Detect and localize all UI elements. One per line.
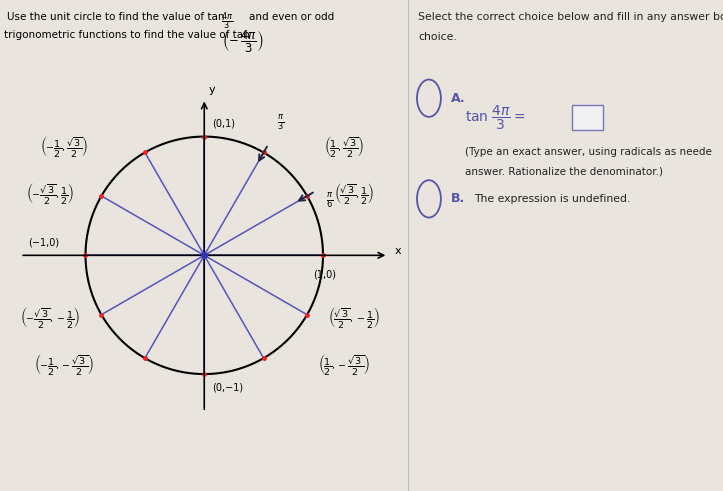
Text: (−1,0): (−1,0) [28,237,59,247]
Text: answer. Rationalize the denominator.): answer. Rationalize the denominator.) [465,167,663,177]
Text: $\left(\dfrac{1}{2},-\dfrac{\sqrt{3}}{2}\right)$: $\left(\dfrac{1}{2},-\dfrac{\sqrt{3}}{2}… [318,352,370,377]
Text: $\left(\dfrac{\sqrt{3}}{2},\dfrac{1}{2}\right)$: $\left(\dfrac{\sqrt{3}}{2},\dfrac{1}{2}\… [334,181,374,206]
Text: (1,0): (1,0) [314,270,336,279]
Text: (Type an exact answer, using radicals as neede: (Type an exact answer, using radicals as… [465,147,712,157]
Text: trigonometric functions to find the value of tan: trigonometric functions to find the valu… [4,30,249,40]
Text: A.: A. [451,92,466,105]
Text: x: x [394,246,401,256]
Text: The expression is undefined.: The expression is undefined. [474,194,631,204]
Text: Use the unit circle to find the value of tan: Use the unit circle to find the value of… [7,12,225,22]
Text: $\left(\dfrac{\sqrt{3}}{2},-\dfrac{1}{2}\right)$: $\left(\dfrac{\sqrt{3}}{2},-\dfrac{1}{2}… [328,304,380,329]
Text: B.: B. [451,192,465,205]
Text: $\left(-\dfrac{\sqrt{3}}{2},-\dfrac{1}{2}\right)$: $\left(-\dfrac{\sqrt{3}}{2},-\dfrac{1}{2… [20,304,80,329]
Text: $\left(-\dfrac{1}{2},\dfrac{\sqrt{3}}{2}\right)$: $\left(-\dfrac{1}{2},\dfrac{\sqrt{3}}{2}… [40,134,88,159]
Text: $\left(\dfrac{1}{2},\dfrac{\sqrt{3}}{2}\right)$: $\left(\dfrac{1}{2},\dfrac{\sqrt{3}}{2}\… [324,134,364,159]
Text: choice.: choice. [418,32,457,42]
Bar [572,105,604,130]
Text: Select the correct choice below and fill in any answer bo: Select the correct choice below and fill… [418,12,723,22]
Text: $\mathrm{tan}\;\dfrac{4\pi}{3} = $: $\mathrm{tan}\;\dfrac{4\pi}{3} = $ [465,104,526,132]
Text: and even or odd: and even or odd [249,12,335,22]
Text: (0,−1): (0,−1) [213,382,244,392]
Text: $\left(-\dfrac{\sqrt{3}}{2},\dfrac{1}{2}\right)$: $\left(-\dfrac{\sqrt{3}}{2},\dfrac{1}{2}… [26,181,74,206]
Text: $\frac{4\pi}{3}$: $\frac{4\pi}{3}$ [221,10,233,31]
Text: (0,1): (0,1) [213,118,236,128]
Text: $\left(-\dfrac{1}{2},-\dfrac{\sqrt{3}}{2}\right)$: $\left(-\dfrac{1}{2},-\dfrac{\sqrt{3}}{2… [34,352,94,377]
Text: $\frac{\pi}{6}$: $\frac{\pi}{6}$ [326,192,333,212]
Text: $\left(-\,\dfrac{4\pi}{3}\right)$: $\left(-\,\dfrac{4\pi}{3}\right)$ [222,28,264,54]
Text: $\frac{\pi}{3}$: $\frac{\pi}{3}$ [277,114,284,134]
Text: y: y [209,85,215,95]
